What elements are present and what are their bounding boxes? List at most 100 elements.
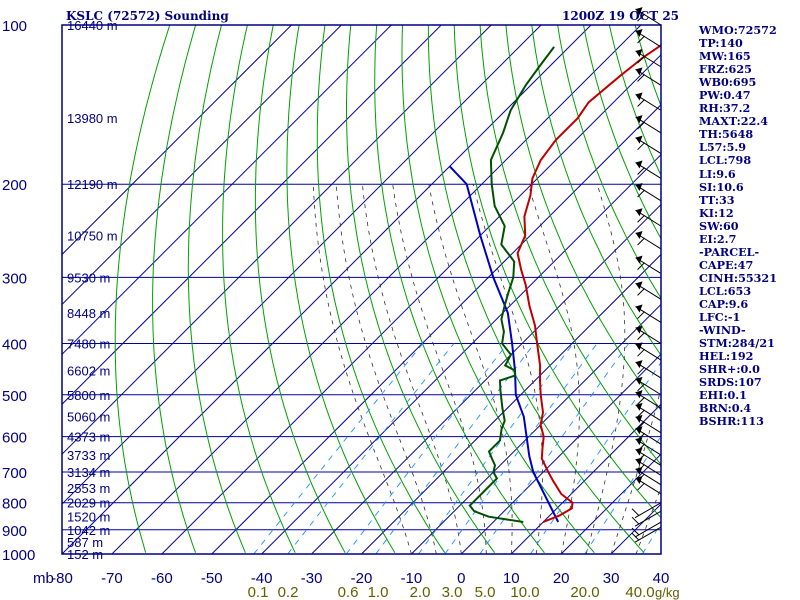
mixing-ratio-label: 0.2 (278, 584, 299, 600)
wind-barb-flag (635, 255, 643, 264)
dry-adiabat-line (187, 25, 246, 553)
wind-barb (635, 402, 662, 422)
mixing-ratio-label: 20.0 (570, 584, 599, 600)
wind-barb-flag (635, 360, 643, 369)
index-item: KI:12 (699, 205, 734, 220)
index-item: MAXT:22.4 (699, 114, 769, 129)
wind-barb-feather (637, 482, 645, 491)
index-item: LFC:-1 (699, 310, 741, 325)
index-item: FRZ:625 (699, 62, 752, 77)
wind-barb (635, 160, 662, 179)
wind-barb (635, 304, 662, 323)
dry-adiabat-line (254, 25, 346, 553)
pressure-tick-label: 800 (2, 496, 27, 513)
moist-adiabat-line (428, 184, 513, 554)
index-item: WMO:72572 (699, 23, 777, 37)
wind-barb-flag (635, 208, 643, 217)
wind-barb (635, 342, 662, 361)
index-item: TH:5648 (699, 127, 754, 142)
wind-barb-feather (631, 527, 640, 536)
index-item: STM:284/21 (699, 336, 775, 351)
wind-barb-flag (635, 414, 643, 423)
height-label: 587 m (67, 535, 103, 550)
wind-barb-feather (637, 396, 645, 405)
isotherm-line (411, 303, 661, 554)
pressure-tick-label: 200 (2, 177, 27, 194)
isotherm-line (111, 25, 642, 554)
wind-barb-flag (635, 48, 643, 57)
temperature-tick-label: -40 (251, 570, 273, 587)
pressure-tick-label: 500 (2, 388, 27, 405)
temperature-tick-label: -20 (351, 570, 373, 587)
isotherm-line (510, 403, 661, 554)
wind-barb-feather (637, 167, 645, 175)
height-label: 1042 m (67, 523, 110, 538)
wind-barb-feather (637, 121, 645, 130)
dry-adiabat-line (114, 25, 171, 553)
dry-adiabat-line (152, 25, 197, 553)
dry-adiabat-line (505, 25, 661, 412)
index-item: BSHR:113 (699, 414, 764, 429)
dry-adiabat-line (583, 25, 661, 240)
wind-barb-flag (635, 342, 643, 351)
height-label: 1520 m (67, 510, 110, 525)
height-label: 10750 m (67, 229, 118, 244)
mixing-ratio-label: 0.1 (248, 584, 269, 600)
index-item: BRN:0.4 (699, 401, 752, 416)
pressure-tick-label: 400 (2, 336, 27, 353)
index-item: HEL:192 (699, 349, 754, 364)
index-item: -WIND- (699, 323, 746, 338)
wind-barb-flag (635, 447, 643, 456)
mixing-ratio-line (584, 435, 661, 554)
moist-adiabat-line (362, 184, 462, 554)
mixing-ratio-line (479, 343, 630, 554)
height-label: 12190 m (67, 177, 118, 192)
mixing-ratio-label: 3.0 (442, 584, 463, 600)
height-label: 152 m (67, 547, 103, 562)
dry-adiabat-line (479, 25, 661, 466)
pressure-tick-label: 100 (2, 18, 27, 35)
pressure-tick-label: 1000 (2, 547, 35, 564)
temperature-tick-label: -60 (151, 570, 173, 587)
isotherm-line (62, 25, 392, 356)
wind-barb (631, 526, 662, 543)
dry-adiabat-line (374, 25, 545, 554)
parcel-path-line (448, 165, 560, 523)
height-label: 3134 m (67, 465, 110, 480)
wind-barb-flag (635, 390, 643, 399)
wind-barb (635, 281, 662, 300)
height-label: 16440 m (67, 18, 118, 33)
wind-barb-feather (637, 55, 645, 64)
wind-barb-flag (635, 437, 643, 446)
wind-barb-flag (635, 135, 643, 144)
height-label: 5800 m (67, 388, 110, 403)
height-label: 9530 m (67, 270, 110, 285)
wind-barb-feather (631, 532, 640, 541)
isotherm-line (560, 453, 661, 554)
index-item: EHI:0.1 (699, 388, 747, 403)
index-item: LI:9.6 (699, 166, 736, 181)
mixing-ratio-label: 2.0 (410, 584, 431, 600)
mixing-ratio-line (418, 343, 574, 554)
wind-barb-feather (637, 383, 645, 392)
mixing-ratio-label: 10.0 (510, 584, 539, 600)
height-label: 7480 m (67, 336, 110, 351)
index-item: CAP:9.6 (699, 296, 749, 311)
wind-barb-feather (637, 35, 645, 44)
isotherm-line (361, 253, 661, 554)
wind-barb (635, 182, 662, 202)
wind-barb-feather (637, 332, 645, 340)
wind-barb (635, 135, 662, 154)
wind-barb-flag (635, 457, 643, 466)
wind-barb-feather (637, 142, 645, 151)
wind-barb-feather (637, 13, 645, 22)
mixing-ratio-label: 0.6 (338, 584, 359, 600)
isotherm-line (460, 353, 661, 554)
index-item: SHR+:0.0 (699, 362, 760, 377)
wind-barb-shaft (634, 510, 662, 527)
wind-barb-flag (635, 304, 643, 313)
temperature-tick-label: -70 (101, 570, 123, 587)
indices-panel: WMO:72572 TP:140 MW:165 FRZ:625 WB0:695 PW:0.… (699, 23, 799, 429)
station-title: KSLC (72572) Sounding (66, 9, 229, 23)
